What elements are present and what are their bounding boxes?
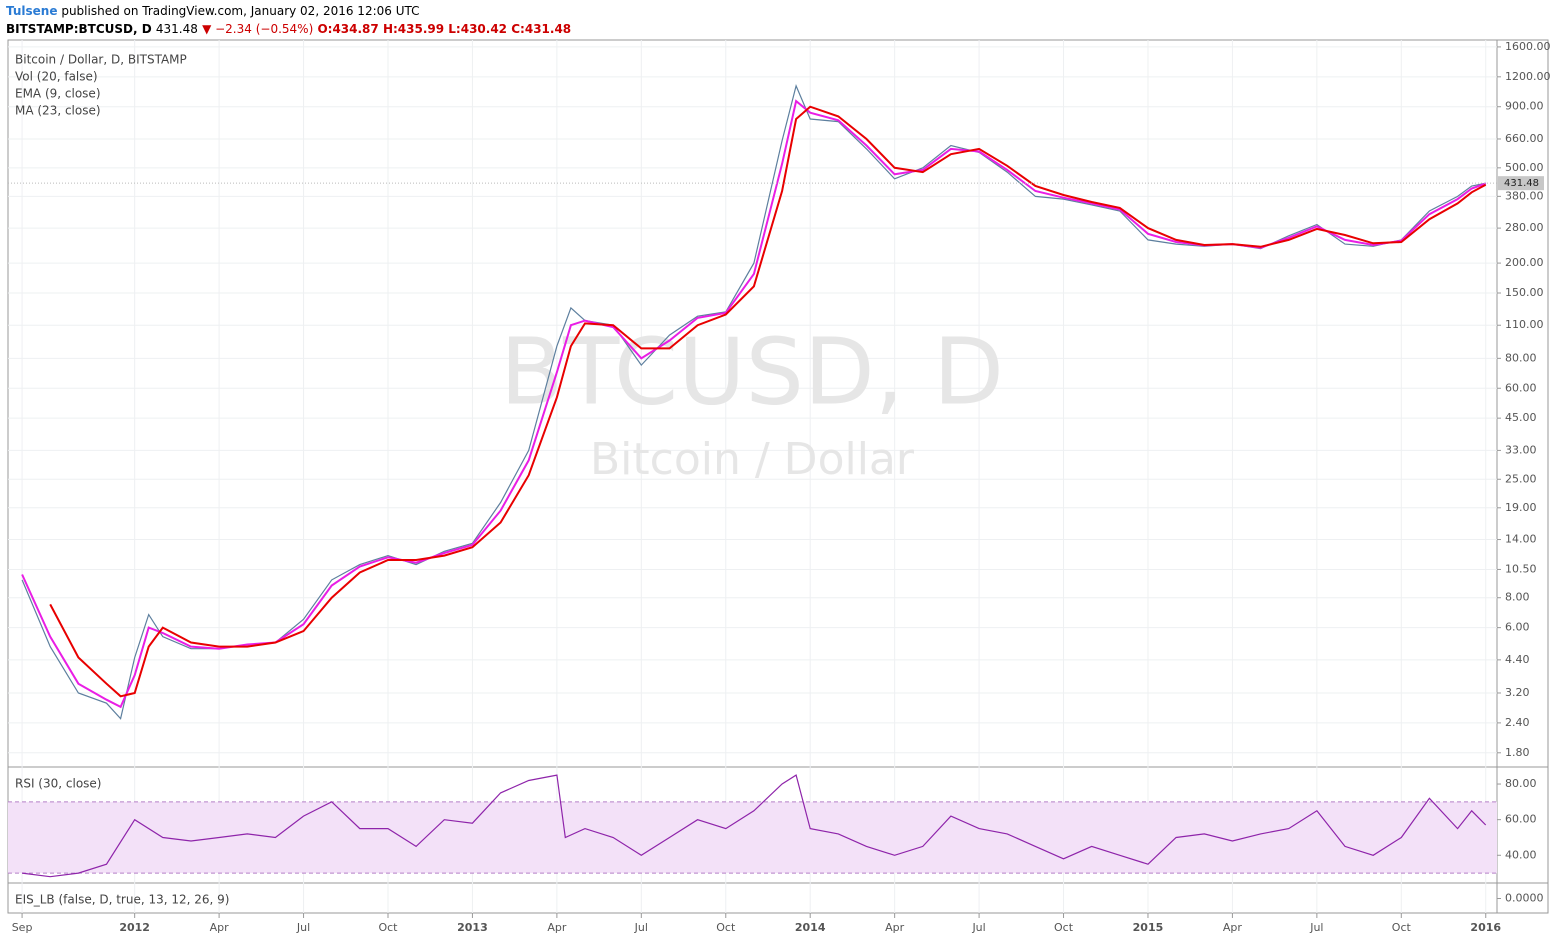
pane-title: Bitcoin / Dollar, D, BITSTAMP xyxy=(15,53,187,67)
y-tick-label: 1.80 xyxy=(1505,746,1530,759)
y-tick-label: 60.00 xyxy=(1505,381,1537,394)
low: L:430.42 xyxy=(448,22,508,36)
x-tick-label: 2013 xyxy=(457,921,488,934)
y-tick-label: 4.40 xyxy=(1505,653,1530,666)
x-tick-label: 2012 xyxy=(119,921,150,934)
y-tick-label: 80.00 xyxy=(1505,351,1537,364)
y-tick-label: 6.00 xyxy=(1505,621,1530,634)
y-tick-label: 60.00 xyxy=(1505,813,1537,826)
y-tick-label: 45.00 xyxy=(1505,411,1537,424)
x-tick-label: Oct xyxy=(716,921,736,934)
high: H:435.99 xyxy=(382,22,445,36)
x-tick-label: Jul xyxy=(971,921,985,934)
y-tick-label: 1600.00 xyxy=(1505,40,1551,53)
x-tick-label: 2016 xyxy=(1470,921,1501,934)
y-tick-label: 110.00 xyxy=(1505,318,1544,331)
last-price-box xyxy=(1498,176,1544,191)
y-tick-label: 0.0000 xyxy=(1505,892,1544,905)
pane-title: EIS_LB (false, D, true, 13, 12, 26, 9) xyxy=(15,893,229,907)
watermark-subtitle: Bitcoin / Dollar xyxy=(590,434,915,485)
y-tick-label: 19.00 xyxy=(1505,501,1537,514)
pane-title: RSI (30, close) xyxy=(15,777,101,791)
frame xyxy=(7,39,1549,914)
x-tick-label: 2015 xyxy=(1133,921,1164,934)
x-tick-label: Apr xyxy=(885,921,905,934)
y-tick-label: 25.00 xyxy=(1505,472,1537,485)
x-tick-label: Jul xyxy=(1309,921,1323,934)
x-tick-label: Oct xyxy=(1054,921,1074,934)
watermark: BTCUSD, D xyxy=(500,318,1004,425)
y-tick-label: 150.00 xyxy=(1505,286,1544,299)
x-tick-label: Jul xyxy=(296,921,310,934)
y-tick-label: 500.00 xyxy=(1505,161,1544,174)
x-tick-label: Apr xyxy=(1223,921,1243,934)
legend-entry: MA (23, close) xyxy=(15,104,101,118)
y-tick-label: 2.40 xyxy=(1505,716,1530,729)
y-tick-label: 10.50 xyxy=(1505,562,1537,575)
series-line xyxy=(49,105,1487,698)
close: C:431.48 xyxy=(511,22,572,36)
y-tick-label: 1200.00 xyxy=(1505,70,1551,83)
y-tick-label: 8.00 xyxy=(1505,591,1530,604)
change: ▼ −2.34 (−0.54%) xyxy=(202,22,314,36)
last: 431.48 xyxy=(155,22,198,36)
y-tick-label: 33.00 xyxy=(1505,443,1537,456)
y-tick-label: 3.20 xyxy=(1505,686,1530,699)
y-tick-label: 200.00 xyxy=(1505,256,1544,269)
publish-line: Tulsene published on TradingView.com, Ja… xyxy=(6,4,420,18)
y-tick-label: 14.00 xyxy=(1505,533,1537,546)
series-line xyxy=(22,774,1487,878)
x-tick-label: Jul xyxy=(634,921,648,934)
x-tick-label: Oct xyxy=(378,921,398,934)
rsi-band xyxy=(8,801,1497,874)
last-price-label: 431.48 xyxy=(1504,178,1539,189)
y-tick-label: 900.00 xyxy=(1505,100,1544,113)
author[interactable]: Tulsene xyxy=(6,4,58,18)
y-tick-label: 660.00 xyxy=(1505,132,1544,145)
y-tick-label: 80.00 xyxy=(1505,777,1537,790)
y-tick-label: 40.00 xyxy=(1505,848,1537,861)
y-tick-label: 280.00 xyxy=(1505,221,1544,234)
x-tick-label: Apr xyxy=(547,921,567,934)
legend-entry: Vol (20, false) xyxy=(15,70,98,84)
y-tick-label: 380.00 xyxy=(1505,189,1544,202)
open: O:434.87 xyxy=(317,22,379,36)
symbol: BITSTAMP:BTCUSD, D xyxy=(6,22,152,36)
x-tick-label: 2014 xyxy=(795,921,826,934)
published: published on TradingView.com, January 02… xyxy=(61,4,420,18)
legend-entry: EMA (9, close) xyxy=(15,87,101,101)
x-tick-label: Oct xyxy=(1392,921,1412,934)
symbol-line: BITSTAMP:BTCUSD, D 431.48 ▼ −2.34 (−0.54… xyxy=(6,22,571,36)
x-tick-label: Apr xyxy=(210,921,230,934)
x-tick-label: Sep xyxy=(12,921,33,934)
